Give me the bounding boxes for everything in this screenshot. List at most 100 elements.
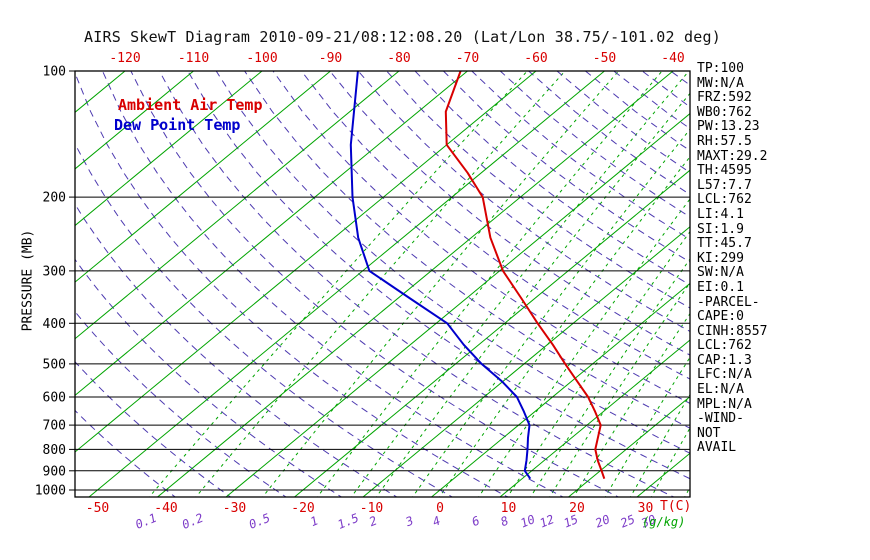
top-temp-tick: -100 [246,51,277,66]
top-temp-tick: -90 [319,51,342,66]
dry-adiabat-line [130,71,620,497]
dry-adiabat-line [244,71,690,429]
legend-ambient-temp: Ambient Air Temp [118,96,263,114]
isotherm-line [156,71,674,497]
bottom-temp-tick: 30 [638,501,654,516]
mixing-ratio-line [478,198,690,497]
plot-border [74,70,691,498]
chart-background [75,71,690,497]
isotherm-line [567,395,690,497]
isotherm-line [293,169,690,497]
bottom-temp-tick: 0 [436,501,444,516]
bottom-temp-tick: 10 [501,501,517,516]
mixing-ratio-tick: 15 [562,512,581,530]
mixing-ratio-line [261,71,619,497]
isotherm-line [88,71,605,497]
pressure-tick: 400 [43,317,66,332]
mixing-ratio-line [573,312,690,497]
stat-line: AVAIL [697,440,737,456]
mixing-ratio-line [411,128,690,497]
stat-line: LCL:762 [697,192,752,208]
mixing-ratio-tick: 6 [470,513,482,529]
mixing-ratio-tick: 0.2 [180,511,205,532]
stat-line: -WIND- [697,411,744,427]
mixing-ratio-line [604,356,690,497]
pressure-tick: 1000 [35,484,66,499]
top-axis-labels: -120 -110 -100 -90 -80 -70 -60 -50 -40 [109,51,684,66]
dry-adiabat-line [75,258,343,497]
stat-line: TT:45.7 [697,236,752,252]
pressure-lines [75,196,690,491]
stat-line: -PARCEL- [697,294,760,310]
pressure-tick: 600 [43,391,66,406]
bottom-temp-tick: -10 [360,501,383,516]
mixing-ratio-tick: 4 [431,513,443,529]
mixing-ratio-tick: 8 [499,513,511,529]
mixing-ratio-line [316,71,663,497]
isotherm-line [75,71,537,453]
stat-line: SW:N/A [697,265,744,281]
bottom-axis-temp-labels: -50 -40 -30 -20 -10 0 10 20 30 [86,501,654,516]
stat-line: KI:299 [697,250,744,266]
pressure-tick: 200 [43,191,66,206]
mixing-ratio-line [148,71,528,497]
stat-line: LCL:762 [697,338,752,354]
pressure-tick: 100 [43,65,66,80]
isotherm-line [75,71,400,340]
dew-point-curve [349,71,532,480]
top-temp-tick: -40 [661,51,684,66]
sounding-curves [349,71,606,480]
bottom-temp-tick: -50 [86,501,109,516]
mixing-ratio-line [375,92,690,497]
mixing-ratio-tick: 12 [538,512,557,530]
mixing-ratio-tick: 1 [308,513,320,529]
isotherm-lines [75,71,690,497]
top-temp-tick: -80 [387,51,410,66]
dry-adiabat-line [75,203,398,497]
legend-dew-point: Dew Point Temp [114,116,241,134]
pressure-tick: 900 [43,464,66,479]
mixing-ratio-tick: 25 [618,512,637,530]
mixing-ratio-tick: 30 [638,512,658,531]
mixing-ratio-tick: 3 [403,513,416,529]
temp-unit-label: T(C) [660,499,692,514]
dry-adiabat-line [471,71,690,240]
stat-line: L57:7.7 [697,177,752,193]
top-temp-tick: -60 [524,51,547,66]
mixing-ratio-tick: 0.5 [247,511,272,532]
stat-line: TH:4595 [697,163,752,179]
stat-line: MW:N/A [697,75,744,91]
mixing-ratio-line [549,281,690,497]
isotherm-line [225,112,690,497]
dry-adiabat-line [75,142,454,497]
pressure-tick: 500 [43,357,66,372]
dry-adiabat-line [272,71,690,405]
mixing-ratio-line [195,71,566,497]
bottom-temp-tick: -40 [154,501,177,516]
top-temp-tick: -120 [109,51,140,66]
top-temp-tick: -110 [178,51,209,66]
isotherm-line [430,282,690,497]
bottom-temp-tick: -20 [291,501,314,516]
bottom-temp-tick: 20 [569,501,585,516]
stat-line: SI:1.9 [697,221,744,237]
pressure-tick: 800 [43,443,66,458]
stat-line: EI:0.1 [697,279,744,295]
pressure-tick: 300 [43,264,66,279]
chart-title: AIRS SkewT Diagram 2010-09-21/08:12:08.2… [84,28,721,46]
dry-adiabat-line [75,409,177,497]
mixing-ratio-line [529,258,690,497]
dry-adiabat-line [301,71,690,380]
stat-line: CINH:8557 [697,323,768,339]
pressure-tick: 700 [43,419,66,434]
dry-adiabat-line [357,71,690,332]
dry-adiabat-line [187,71,690,480]
dry-adiabat-line [102,71,565,497]
mixing-ratio-tick: 10 [518,512,537,530]
ambient-temp-curve [444,71,606,480]
isotherm-line [75,71,194,170]
isotherm-line [75,71,126,113]
stat-line: TP:100 [697,61,744,76]
ratio-unit-label: (g/kg) [642,515,686,529]
